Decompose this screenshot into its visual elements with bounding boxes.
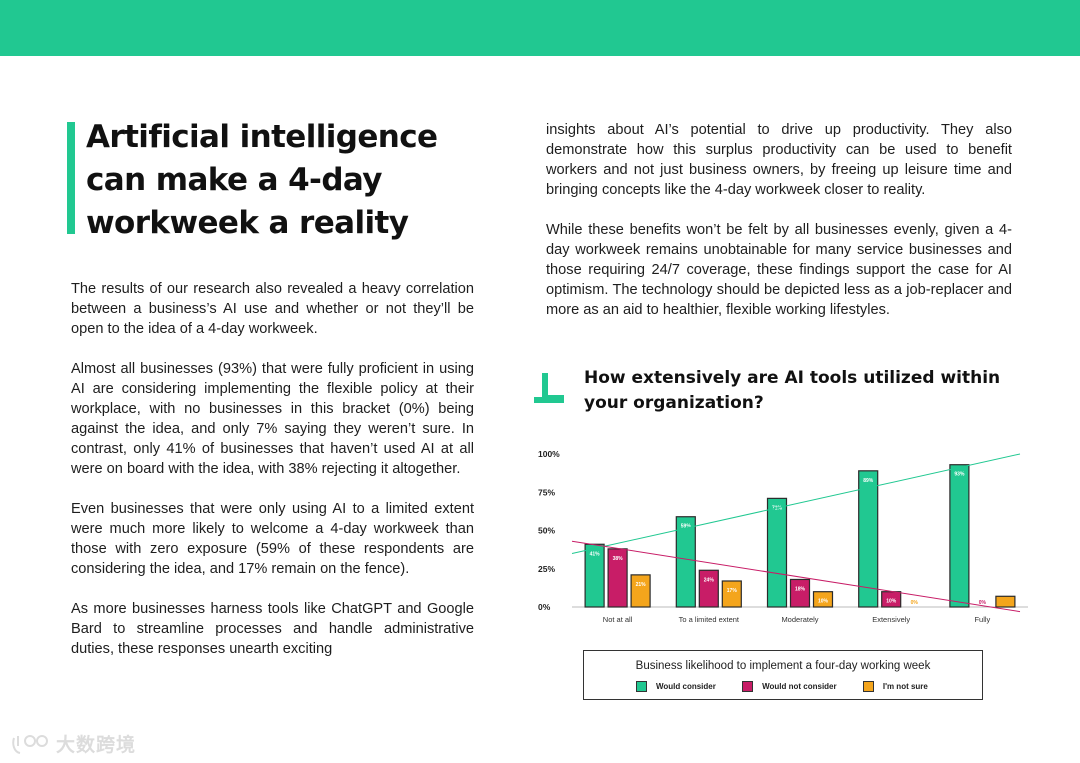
legend-label: I'm not sure [882,682,928,691]
legend-swatch [742,681,754,692]
legend-label: Would consider [656,682,716,691]
bar-value-label: 41% [590,551,601,557]
watermark: 大数跨境 [10,730,136,757]
title-accent-bar [67,122,75,234]
trendline [571,453,1021,554]
bar-value-label: 24% [704,577,715,583]
left-column: The results of our research also reveale… [71,279,474,679]
corner-bracket-icon [534,373,564,403]
legend-item-would-not-consider: Would not consider [742,681,837,692]
right-column: insights about AI’s potential to drive u… [546,120,1012,340]
bar-value-label: 0% [911,600,919,606]
bar-value-label: 18% [795,586,806,592]
chart-legend: Business likelihood to implement a four-… [583,650,983,700]
bar-value-label: 17% [727,588,738,594]
bar-chart: 0% 25% 50% 75% 100% 41% 38% 21% Not at all 59% 24%… [538,449,1028,624]
bar-i-m-not-sure [995,595,1016,608]
x-category-label: To a limited extent [679,615,740,624]
bar-would-consider [949,464,970,608]
bar-would-not-consider [789,578,811,608]
y-tick-label: 0% [538,602,551,612]
x-category-label: Moderately [781,615,818,624]
bar-value-label: 21% [636,582,647,588]
trendline [571,540,1021,613]
legend-swatch [636,681,647,692]
x-category-label: Fully [974,615,990,624]
bar-i-m-not-sure [721,580,742,608]
body-paragraph: As more businesses harness tools like Ch… [71,601,474,657]
top-accent-band [0,0,1080,56]
bar-value-label: 59% [681,524,692,530]
legend-label: Would not consider [762,682,837,691]
bar-value-label: 7% [1002,600,1010,606]
bar-i-m-not-sure [630,574,651,608]
legend-item-would-consider: Would consider [636,681,716,692]
page-title: Artificial intelligence can make a 4-day… [86,119,438,241]
body-paragraph: Almost all businesses (93%) that were fu… [71,361,474,477]
x-category-label: Extensively [872,615,910,624]
bar-would-consider [675,516,696,608]
chart-title: How extensively are AI tools utilized wi… [584,368,1001,413]
y-tick-label: 75% [538,487,555,497]
bar-value-label: 10% [818,599,829,605]
body-paragraph: insights about AI’s potential to drive u… [546,122,1012,198]
bar-i-m-not-sure [812,591,834,608]
bar-value-label: 10% [886,599,897,605]
bar-value-label: 89% [863,478,874,484]
y-tick-label: 25% [538,564,555,574]
bar-value-label: 0% [979,600,987,606]
legend-title: Business likelihood to implement a four-… [635,660,931,672]
bar-would-consider [766,497,788,608]
y-tick-label: 100% [538,449,560,459]
legend-swatch [862,681,874,692]
bar-would-not-consider [698,569,719,608]
body-paragraph: While these benefits won’t be felt by al… [546,222,1012,318]
body-paragraph: Even businesses that were only using AI … [71,501,474,577]
bar-would-consider [858,470,879,608]
legend-item-not-sure: I'm not sure [862,681,928,692]
x-category-label: Not at all [603,615,633,624]
watermark-text: 大数跨境 [56,735,137,756]
y-tick-label: 50% [538,526,555,536]
body-paragraph: The results of our research also reveale… [71,281,474,337]
bar-value-label: 93% [954,472,965,478]
bar-value-label: 38% [613,556,624,562]
watermark-logo-icon [12,734,48,754]
